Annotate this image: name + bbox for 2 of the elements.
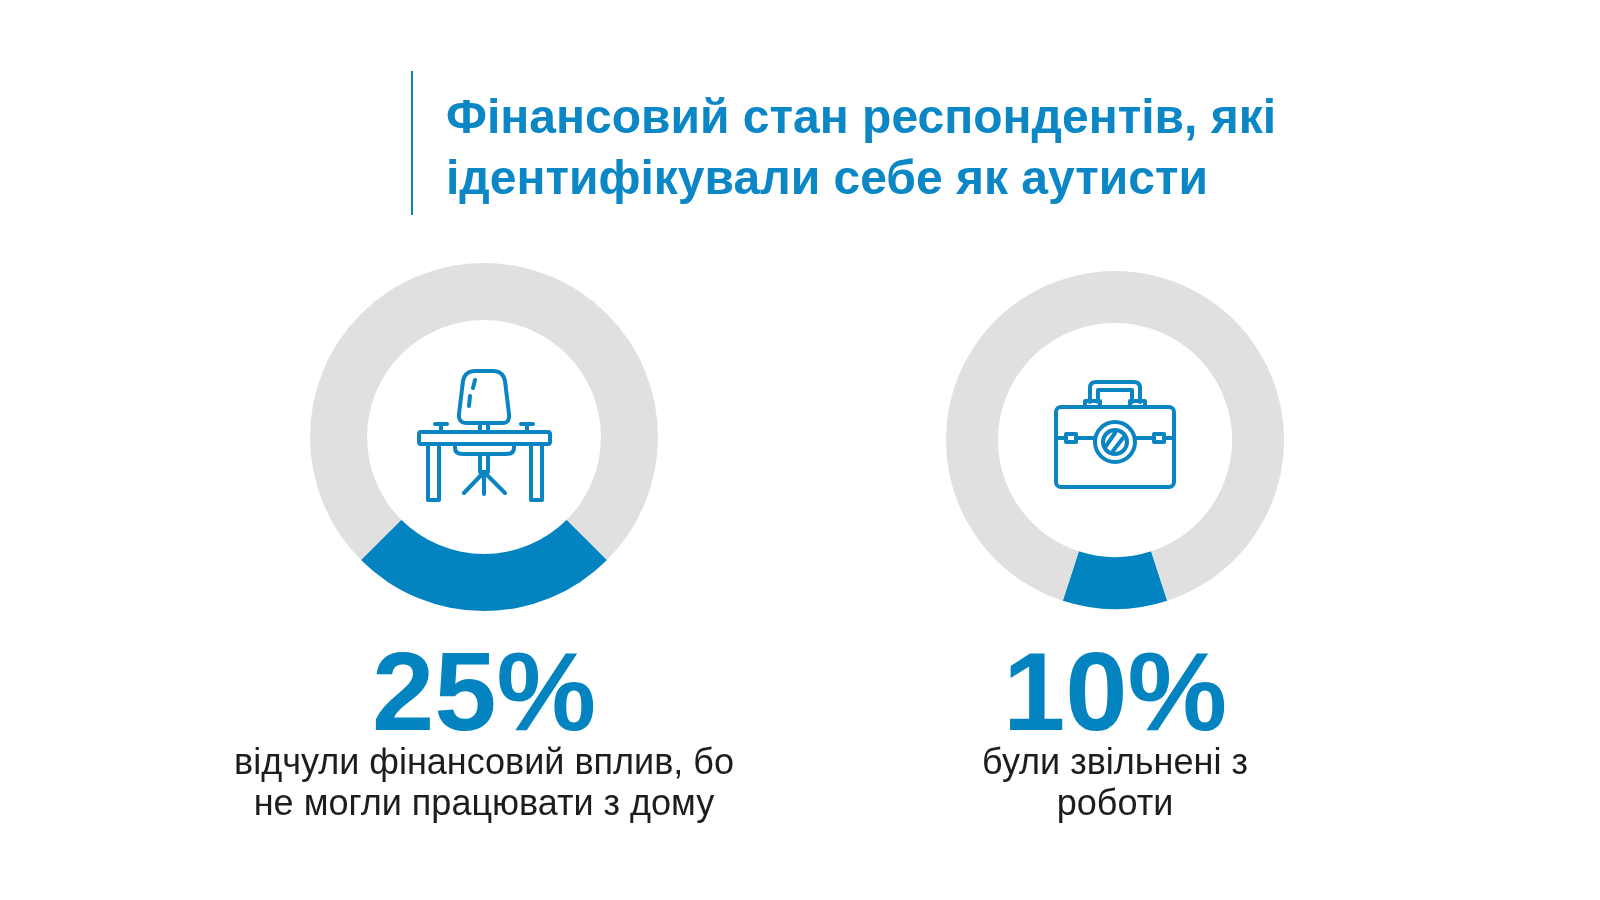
text: Фінансовий стан респондентів, які ідентифікували себе як аутисти xyxy=(446,89,1277,206)
slice-label: були звільнені з роботи xyxy=(981,741,1249,823)
